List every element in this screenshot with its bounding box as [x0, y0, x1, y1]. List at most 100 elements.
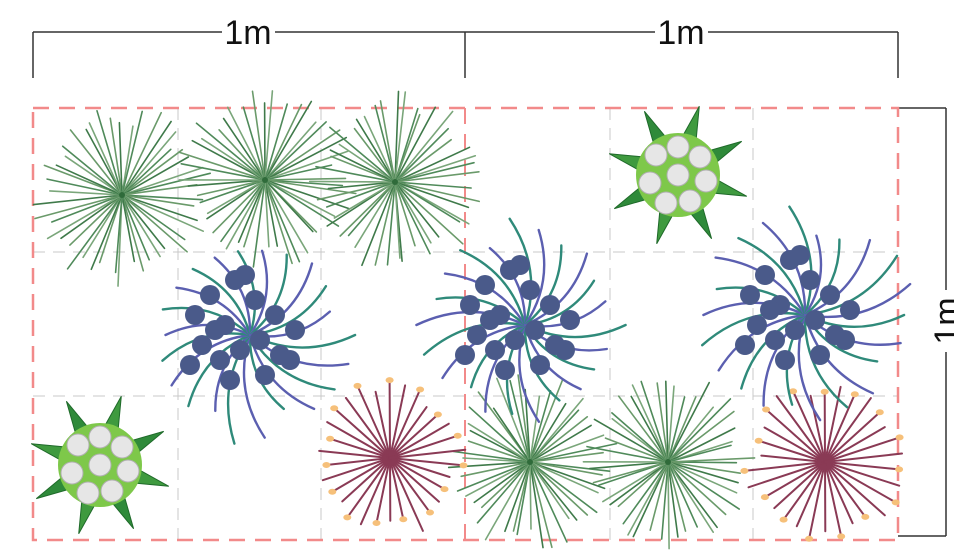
allium-stem	[824, 461, 886, 517]
grass-blade	[121, 194, 145, 272]
allium-stem	[773, 461, 826, 510]
grass-blade	[456, 461, 531, 492]
grass-center	[262, 177, 268, 183]
berry	[475, 275, 495, 295]
grass-blade	[394, 181, 461, 223]
allium-flower-tip	[343, 514, 352, 521]
grass-blade	[473, 461, 531, 504]
berry-clump-plant	[701, 205, 912, 422]
grass-blade	[632, 461, 669, 538]
grass-blade	[98, 194, 123, 264]
allium-flower-tip	[779, 516, 788, 523]
allium-stem	[359, 457, 391, 526]
rosette-flower	[116, 459, 140, 483]
grass-blade	[353, 127, 396, 183]
berry-leaf	[488, 247, 527, 327]
berry-leaf	[191, 267, 252, 337]
grass-blade	[85, 128, 123, 196]
grass-blade	[667, 461, 679, 538]
allium-flower-tip	[861, 513, 870, 520]
grass-blade	[121, 194, 161, 258]
allium-flower-tip	[789, 388, 798, 395]
allium-stem	[389, 457, 446, 491]
grass-blade	[178, 151, 266, 181]
allium-flower-tip	[399, 516, 408, 523]
berry	[785, 320, 805, 340]
rosette-plant	[608, 105, 748, 245]
grass-blade	[206, 179, 266, 215]
rosette-flower	[644, 143, 668, 167]
grass-blade	[529, 434, 605, 463]
allium-stem	[824, 461, 897, 504]
grass-blade	[121, 166, 204, 196]
grass-blade	[667, 396, 697, 463]
rosette-plant	[30, 395, 170, 535]
berry-layer	[161, 205, 912, 445]
grass-blade	[264, 150, 349, 181]
allium-stem	[824, 397, 872, 463]
grass-blade	[114, 194, 123, 274]
grass-blade	[316, 181, 396, 201]
grass-blade	[524, 388, 531, 463]
grass-blade	[529, 461, 544, 549]
allium-stem	[389, 448, 467, 459]
berry	[560, 310, 580, 330]
allium-flower-tip	[754, 437, 763, 444]
grass-blade	[394, 161, 475, 183]
berry	[255, 365, 275, 385]
berry	[220, 370, 240, 390]
grass-blade	[264, 179, 357, 195]
grass-blade	[512, 461, 531, 532]
grass-blade	[394, 181, 464, 245]
grass-layer	[32, 90, 756, 550]
allium-stem	[356, 384, 391, 459]
grass-blade	[592, 461, 669, 484]
planting-grid	[33, 108, 898, 540]
grass-blade	[121, 194, 136, 263]
allium-stem	[792, 390, 826, 463]
allium-stem	[329, 437, 391, 459]
berry	[835, 330, 855, 350]
allium-stem	[318, 449, 391, 459]
grass-blade	[327, 181, 396, 190]
allium-stem	[374, 390, 391, 459]
grass-blade	[394, 181, 440, 238]
rosette-flower	[60, 461, 84, 485]
grass-blade	[394, 181, 416, 247]
allium-stem	[795, 461, 826, 528]
rosette-flower	[666, 135, 690, 159]
allium-layer	[318, 377, 904, 542]
grass-blade	[264, 129, 341, 181]
grass-blade	[529, 424, 592, 463]
grass-blade	[667, 427, 736, 463]
grass-blade	[509, 379, 531, 463]
rosette-flower	[76, 481, 100, 505]
grass-blade	[339, 181, 396, 237]
allium-flower-tip	[740, 467, 749, 474]
grass-blade	[394, 181, 470, 209]
grass-blade	[121, 194, 195, 207]
rosette-flower	[654, 191, 678, 215]
grass-blade	[529, 442, 618, 463]
berry	[555, 340, 575, 360]
allium-stem	[389, 457, 424, 532]
grass-blade	[667, 398, 732, 463]
grass-blade	[121, 194, 186, 241]
allium-flower-tip	[385, 377, 394, 384]
allium-flower-tip	[372, 520, 381, 526]
grass-blade	[69, 129, 123, 196]
grass-blade	[121, 148, 184, 196]
grass-blade	[465, 461, 531, 497]
berry	[810, 345, 830, 365]
grass-blade	[529, 461, 568, 543]
grass-plant	[308, 90, 481, 267]
berry-leaf	[788, 205, 813, 317]
grass-blade	[667, 461, 739, 484]
grass-blade	[667, 396, 686, 463]
grass-blade	[220, 179, 266, 243]
grass-blade	[329, 126, 396, 183]
berry	[790, 245, 810, 265]
grass-center	[119, 192, 125, 198]
berry	[747, 315, 767, 335]
